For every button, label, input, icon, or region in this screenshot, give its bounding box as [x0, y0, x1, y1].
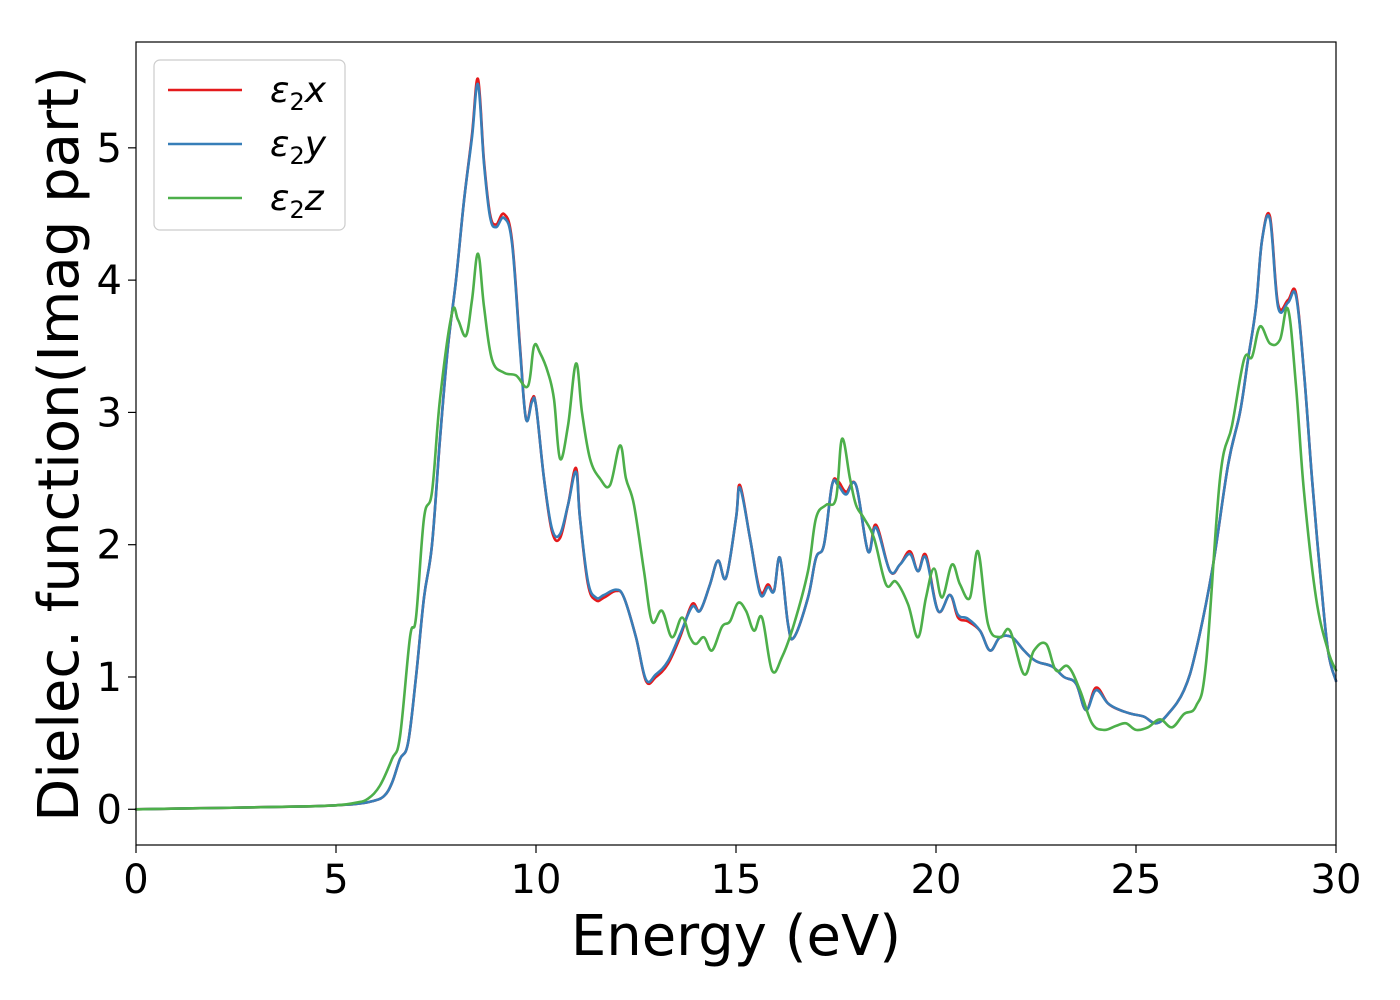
x-tick-label: 20 — [911, 857, 962, 903]
x-tick-label: 30 — [1311, 857, 1362, 903]
legend-box — [153, 59, 346, 231]
legend: ε2x ε2y ε2z — [153, 59, 346, 231]
x-tick-label: 15 — [711, 857, 762, 903]
y-tick-label: 0 — [97, 787, 122, 833]
ticks-layer: 0 5 10 15 20 25 30 0 1 2 3 4 5 — [97, 126, 1362, 903]
legend-label-y: ε2y — [270, 124, 327, 170]
legend-label-z: ε2z — [270, 178, 325, 224]
y-tick-label: 1 — [97, 655, 122, 701]
y-tick-label: 3 — [97, 390, 122, 436]
y-tick-label: 2 — [97, 523, 122, 569]
x-tick-label: 25 — [1111, 857, 1162, 903]
series-line-z — [134, 252, 1338, 811]
x-tick-label: 5 — [323, 857, 348, 903]
y-tick-label: 5 — [97, 126, 122, 172]
x-axis-label: Energy (eV) — [571, 904, 901, 969]
y-axis-label: Dielec. function(Imag part) — [27, 66, 92, 822]
x-tick-label: 10 — [511, 857, 562, 903]
y-tick-label: 4 — [97, 258, 122, 304]
plot-frame — [135, 41, 1337, 846]
series-line-y — [134, 82, 1338, 811]
series-layer — [134, 77, 1338, 811]
legend-entries: ε2x ε2y ε2z — [168, 70, 327, 224]
x-tick-label: 0 — [123, 857, 148, 903]
legend-label-x: ε2x — [270, 70, 327, 116]
